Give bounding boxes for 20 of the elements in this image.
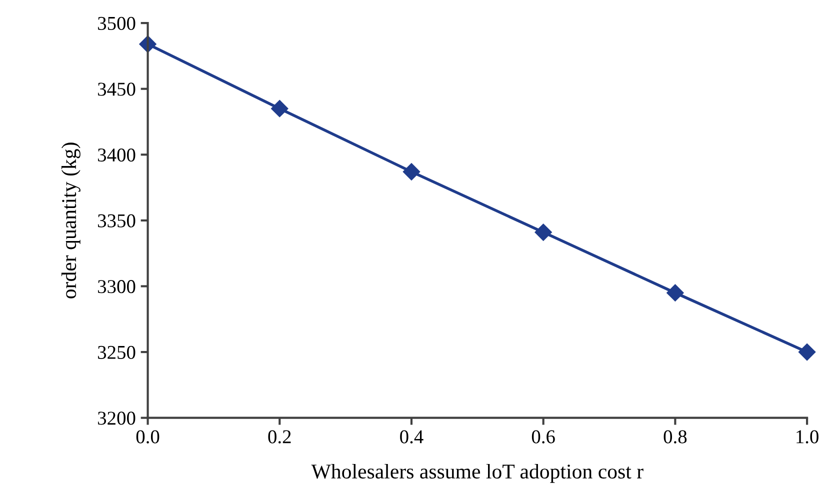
x-tick-label: 0.6 [532,430,555,444]
y-tick-label: 3250 [98,346,136,359]
y-tick-label: 3200 [98,412,136,425]
x-tick-label: 0.8 [664,430,687,444]
x-tick-label: 0.4 [400,430,424,444]
point [271,100,288,118]
y-tick-label: 3400 [98,148,136,162]
x-tick-label: 0.2 [268,430,291,444]
y-tick-label: 3350 [98,214,136,228]
point [534,224,552,241]
x-axis-title: Wholesalers assume loT adoption cost r [311,464,644,483]
point [666,284,684,302]
y-tick-label: 3500 [98,16,136,30]
point [798,343,816,361]
y-tick-label: 3450 [98,82,136,96]
y-axis-title: order quantity (kg) [61,142,80,298]
x-tick-label: 0.0 [136,430,160,444]
point [402,163,420,180]
y-tick-label: 3300 [98,280,136,294]
x-tick-label: 1.0 [796,430,818,444]
